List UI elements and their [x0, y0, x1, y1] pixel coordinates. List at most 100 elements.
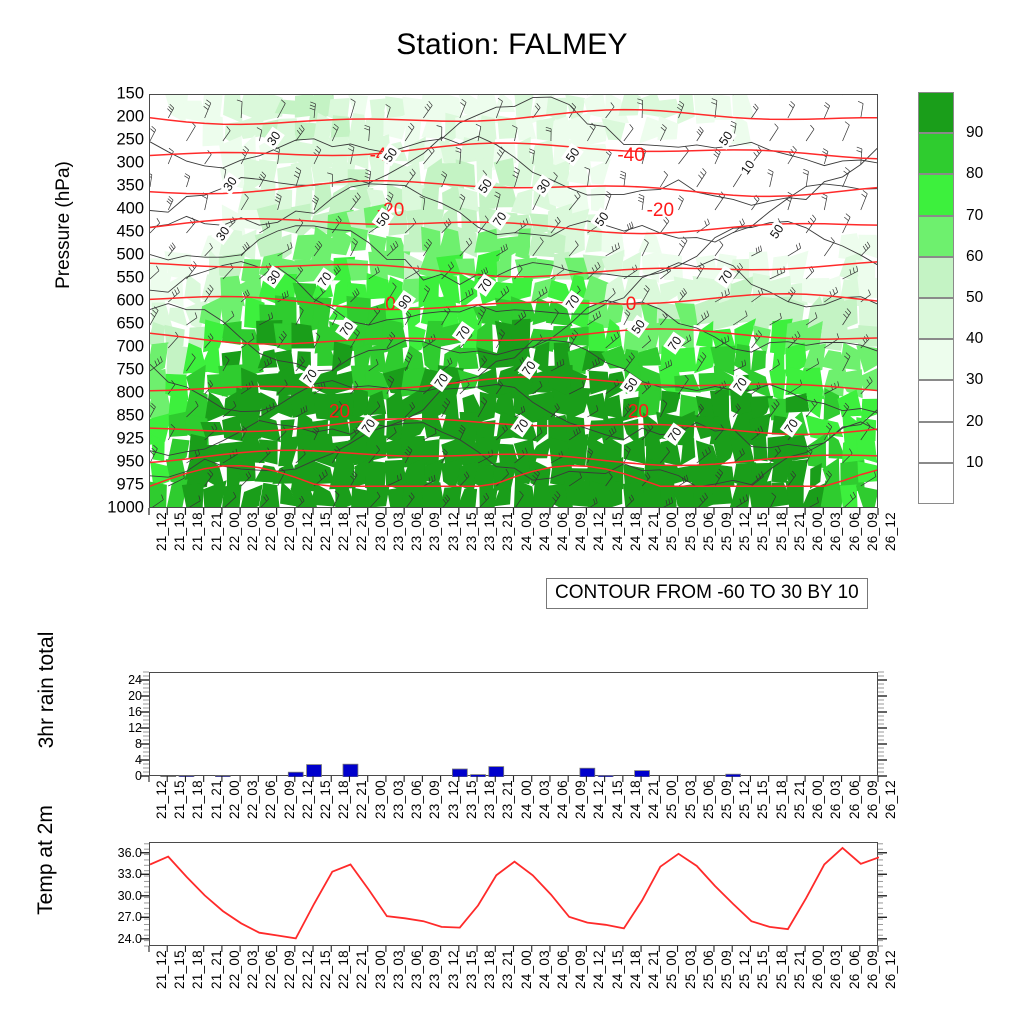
xsec-time-label-23_12: 23_12 [445, 512, 461, 552]
temp-time-label-22_09: 22_09 [281, 950, 297, 990]
rh-contour-label-31: 70 [779, 414, 803, 438]
temp-time-label-22_18: 22_18 [336, 950, 352, 990]
contour-legend-text: CONTOUR FROM -60 TO 30 BY 10 [555, 582, 859, 603]
rh-contour-label-26: 50 [619, 372, 642, 397]
svg-text:50: 50 [767, 222, 786, 241]
xsec-time-label-26_03: 26_03 [828, 512, 844, 552]
temp-plot [149, 842, 879, 946]
rh-contour-label-22: 70 [663, 331, 686, 355]
temp-time-label-21_12: 21_12 [154, 950, 169, 990]
svg-text:70: 70 [359, 416, 378, 435]
colorbar-band-0 [918, 92, 954, 134]
xsec-time-label-25_00: 25_00 [664, 512, 680, 552]
colorbar-tick-90: 90 [966, 124, 984, 142]
rain-tick-8: 8 [135, 737, 142, 751]
rain-time-label-23_12: 23_12 [445, 780, 461, 820]
rain-time-label-24_15: 24_15 [609, 780, 625, 820]
rain-time-label-24_00: 24_00 [518, 780, 534, 820]
temp-axis-ticklabels: 24.0 27.0 30.0 33.0 36.0 [84, 842, 142, 946]
xsec-time-label-26_09: 26_09 [864, 512, 880, 552]
temp-time-label-21_21: 21_21 [208, 950, 224, 990]
rain-time-label-22_00: 22_00 [226, 780, 242, 820]
pressure-tick-500: 500 [116, 245, 144, 264]
rain-time-label-26_00: 26_00 [810, 780, 826, 820]
rh-contour-label-0: 30 [262, 126, 285, 150]
svg-text:90: 90 [395, 292, 414, 311]
red-contour-label-1: -40 [617, 145, 644, 166]
rain-plot [149, 672, 878, 777]
xsec-time-label-26_12: 26_12 [883, 512, 898, 552]
rain-time-label-23_03: 23_03 [390, 780, 406, 820]
temp-canvas [150, 846, 879, 940]
xsec-time-label-23_15: 23_15 [463, 512, 479, 552]
temp-time-label-25_21: 25_21 [791, 950, 807, 990]
pressure-tick-750: 750 [116, 360, 144, 379]
svg-text:50: 50 [563, 145, 582, 164]
rain-time-label-25_06: 25_06 [700, 780, 716, 820]
pressure-axis-ticklabels: 150 200 250 300 350 400 450 500 550 600 650 700 750 8… [78, 85, 144, 517]
temp-time-label-21_18: 21_18 [190, 950, 206, 990]
rh-contour-label-6: 30 [531, 174, 555, 198]
temp-time-label-23_15: 23_15 [463, 950, 479, 990]
rh-contour-label-5: 50 [473, 174, 497, 198]
rain-canvas [160, 763, 742, 777]
rh-contour-label-3: 50 [714, 126, 737, 150]
rain-time-label-22_21: 22_21 [354, 780, 370, 820]
colorbar-band-3 [918, 215, 954, 257]
temp-time-label-24_03: 24_03 [536, 950, 552, 990]
rain-time-label-26_09: 26_09 [864, 780, 880, 820]
colorbar-tick-30: 30 [966, 371, 984, 389]
temp-time-label-25_00: 25_00 [664, 950, 680, 990]
colorbar-tick-20: 20 [966, 412, 984, 430]
svg-text:70: 70 [731, 375, 750, 394]
red-contour-label-7: 20 [628, 402, 649, 423]
rh-contour-label-24: 70 [429, 368, 453, 393]
colorbar-band-4 [918, 256, 954, 298]
xsec-time-label-24_06: 24_06 [554, 512, 570, 552]
rain-time-label-25_03: 25_03 [682, 780, 698, 820]
temp-axis-title: Temp at 2m [34, 805, 57, 915]
colorbar-band-6 [918, 339, 954, 381]
xsec-time-label-22_21: 22_21 [354, 512, 370, 552]
rain-time-label-23_00: 23_00 [372, 780, 388, 820]
xsec-time-label-25_12: 25_12 [737, 512, 753, 552]
xsec-time-label-24_21: 24_21 [646, 512, 662, 552]
red-contour-label-3: -20 [647, 200, 674, 221]
rh-contour-label-18: 70 [714, 265, 737, 289]
temp-time-label-24_18: 24_18 [627, 950, 643, 990]
xsec-time-label-23_21: 23_21 [500, 512, 516, 552]
xsec-time-label-21_21: 21_21 [208, 512, 224, 552]
temp-tick-33: 33.0 [117, 867, 142, 882]
svg-text:30: 30 [534, 176, 553, 195]
rh-contour-label-20: 70 [451, 321, 475, 345]
temp-time-label-24_12: 24_12 [591, 950, 607, 990]
rh-contour-label-12: 50 [765, 219, 788, 243]
temp-time-label-23_18: 23_18 [482, 950, 498, 990]
svg-text:70: 70 [665, 425, 684, 444]
xsec-time-label-25_09: 25_09 [718, 512, 734, 552]
svg-text:70: 70 [432, 371, 451, 390]
temp-time-label-25_12: 25_12 [737, 950, 753, 990]
temp-time-label-26_00: 26_00 [810, 950, 826, 990]
temp-time-label-25_06: 25_06 [700, 950, 716, 990]
svg-text:50: 50 [374, 209, 393, 228]
xsec-time-label-22_18: 22_18 [336, 512, 352, 552]
pressure-tick-700: 700 [116, 337, 144, 356]
rain-tick-16: 16 [128, 705, 142, 719]
pressure-tick-150: 150 [116, 84, 144, 103]
svg-text:30: 30 [264, 267, 283, 286]
rain-time-label-22_15: 22_15 [318, 780, 334, 820]
colorbar-band-1 [918, 133, 954, 175]
svg-text:50: 50 [629, 317, 648, 336]
xsec-time-label-26_00: 26_00 [810, 512, 826, 552]
pressure-tick-300: 300 [116, 153, 144, 172]
rain-time-label-25_00: 25_00 [664, 780, 680, 820]
rh-contour-label-15: 90 [393, 290, 416, 314]
relative-humidity-colorbar: 90 80 70 60 50 40 30 20 10 [918, 92, 983, 504]
svg-text:70: 70 [454, 323, 473, 342]
xsec-time-label-24_09: 24_09 [573, 512, 589, 552]
pressure-tick-800: 800 [116, 383, 144, 402]
xsec-time-label-24_00: 24_00 [518, 512, 534, 552]
temp-time-label-25_03: 25_03 [682, 950, 698, 990]
